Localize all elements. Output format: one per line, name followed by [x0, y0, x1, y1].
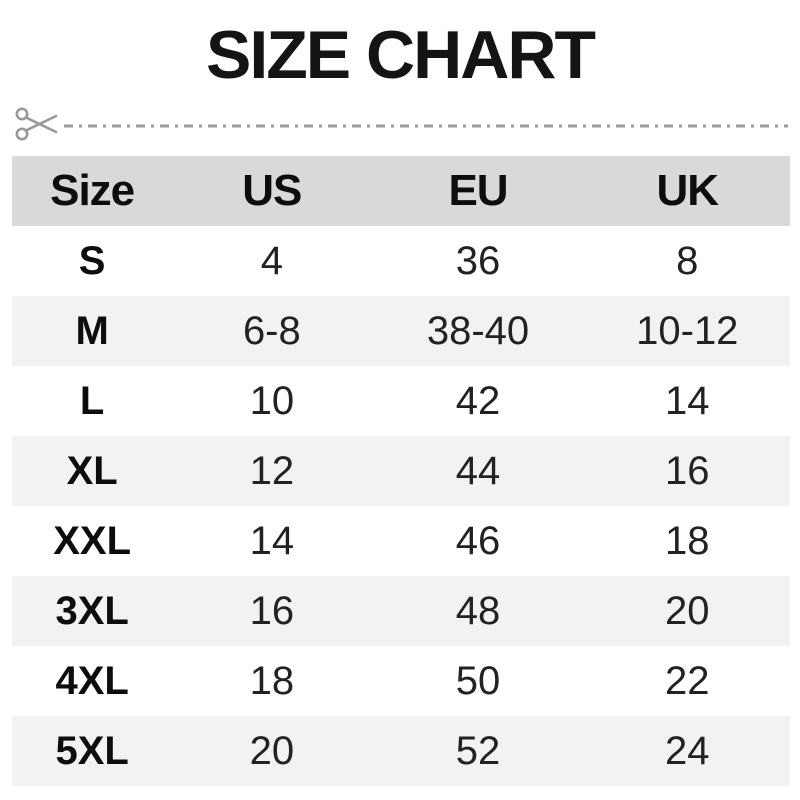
table-row: 5XL 20 52 24 — [12, 716, 790, 787]
table-row: S 4 36 8 — [12, 226, 790, 296]
size-cell: S — [78, 239, 106, 284]
table-row: 4XL 18 50 22 — [12, 646, 790, 716]
table-row: XL 12 44 16 — [12, 436, 790, 507]
size-table: Size US EU UK S 4 36 8 M 6-8 38-40 10-12… — [12, 156, 790, 787]
header-us: US — [242, 166, 302, 216]
us-cell: 16 — [249, 589, 295, 634]
us-cell: 10 — [249, 379, 295, 424]
header-size: Size — [50, 166, 135, 216]
uk-cell: 8 — [676, 239, 699, 284]
table-row: XXL 14 46 18 — [12, 506, 790, 576]
dashed-cut-rule — [64, 124, 788, 128]
uk-cell: 18 — [665, 519, 710, 564]
size-cell: M — [75, 309, 109, 354]
uk-cell: 24 — [665, 729, 710, 774]
size-cell: 4XL — [55, 659, 129, 704]
uk-cell: 10-12 — [636, 309, 739, 354]
cut-line — [14, 106, 788, 146]
eu-cell: 48 — [455, 589, 501, 634]
uk-cell: 16 — [665, 449, 710, 494]
size-cell: L — [79, 379, 105, 424]
table-row: 3XL 16 48 20 — [12, 576, 790, 647]
table-header-row: Size US EU UK — [12, 156, 790, 227]
us-cell: 4 — [260, 239, 283, 284]
us-cell: 18 — [249, 659, 295, 704]
us-cell: 12 — [249, 449, 295, 494]
size-cell: 5XL — [55, 729, 129, 774]
page-title: SIZE CHART — [206, 17, 596, 93]
size-cell: XXL — [53, 519, 132, 564]
table-row: M 6-8 38-40 10-12 — [12, 296, 790, 367]
uk-cell: 14 — [665, 379, 710, 424]
scissors-icon — [14, 105, 60, 148]
size-chart-page: SIZE CHART Size US EU UK S 4 36 — [0, 17, 800, 800]
us-cell: 20 — [249, 729, 295, 774]
uk-cell: 20 — [665, 589, 710, 634]
eu-cell: 36 — [455, 239, 501, 284]
header-uk: UK — [656, 166, 720, 216]
eu-cell: 52 — [455, 729, 501, 774]
size-cell: XL — [66, 449, 118, 494]
eu-cell: 46 — [455, 519, 501, 564]
size-cell: 3XL — [55, 589, 129, 634]
eu-cell: 38-40 — [426, 309, 530, 354]
table-row: L 10 42 14 — [12, 366, 790, 436]
uk-cell: 22 — [665, 659, 710, 704]
eu-cell: 44 — [455, 449, 501, 494]
eu-cell: 50 — [455, 659, 501, 704]
us-cell: 6-8 — [242, 309, 301, 354]
header-eu: EU — [448, 166, 508, 216]
us-cell: 14 — [249, 519, 295, 564]
eu-cell: 42 — [455, 379, 501, 424]
